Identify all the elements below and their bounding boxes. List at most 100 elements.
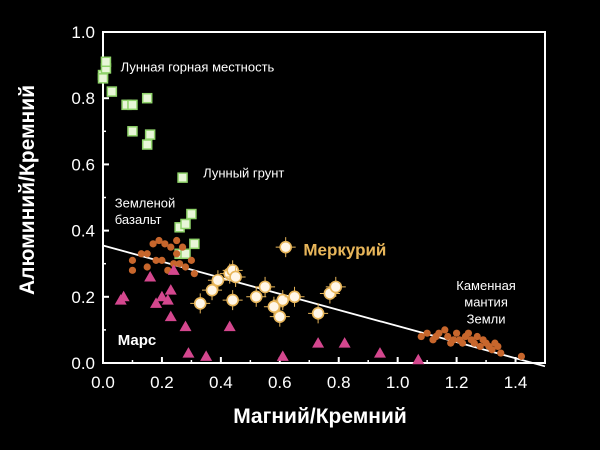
earth-circle-point	[149, 240, 157, 248]
x-tick-label: 0.0	[91, 373, 115, 392]
earth-circle-point	[441, 326, 449, 334]
y-tick-label: 0.2	[71, 288, 95, 307]
earth-circle-point	[170, 260, 178, 268]
earth-circle-point	[128, 256, 137, 264]
earth-circle-point	[473, 332, 481, 341]
earth-circle-point	[453, 329, 461, 337]
mercury-point	[193, 297, 207, 310]
earth-circle-point	[161, 240, 169, 248]
lunar-square-point	[106, 86, 118, 97]
lunar-square-point	[186, 208, 197, 220]
lunar-square-point	[127, 99, 138, 111]
earth-circle-point	[178, 243, 187, 251]
x-tick-label: 1.0	[386, 373, 410, 392]
mars-triangle-point	[179, 320, 192, 332]
mars-triangle-point	[182, 347, 195, 358]
lunar-square-point	[100, 56, 112, 68]
mercury-point	[211, 273, 225, 287]
earth-circle-point	[458, 339, 467, 347]
mars-triangle-point	[161, 294, 174, 305]
annotation-label: Меркурий	[303, 240, 386, 259]
mars-triangle-point	[223, 320, 236, 332]
mars-triangle-point	[144, 270, 157, 282]
earth-circle-point	[181, 263, 190, 271]
lunar-square-point	[144, 129, 156, 140]
earth-circle-point	[152, 256, 160, 264]
mercury-point	[273, 310, 287, 323]
lunar-square-point	[127, 126, 138, 137]
earth-circle-point	[187, 256, 195, 264]
x-tick-label: 0.4	[209, 373, 233, 392]
mercury-point	[226, 293, 239, 307]
earth-circle-point	[155, 236, 163, 245]
y-axis-title-wrap: Алюминий/Кремний	[8, 20, 48, 360]
mars-triangle-point	[200, 350, 213, 361]
x-tick-label: 1.2	[445, 373, 469, 392]
x-tick-label: 0.8	[327, 373, 351, 392]
mercury-point	[329, 280, 343, 294]
annotation-label: Земленой	[115, 195, 176, 210]
earth-circle-point	[173, 250, 181, 258]
earth-circle-point	[173, 236, 181, 245]
mercury-point	[229, 270, 242, 284]
mars-triangle-point	[117, 290, 130, 302]
mars-triangle-point	[276, 350, 289, 361]
earth-circle-point	[476, 342, 484, 351]
earth-circle-point	[470, 339, 478, 347]
x-tick-label: 0.6	[268, 373, 292, 392]
y-tick-label: 0.6	[71, 155, 95, 174]
lunar-square-point	[180, 248, 191, 260]
lunar-square-point	[141, 92, 153, 104]
mars-triangle-point	[312, 337, 325, 348]
mercury-point	[279, 240, 292, 254]
y-tick-label: 0.0	[71, 354, 95, 373]
mercury-point	[249, 290, 263, 304]
x-axis-title: Магний/Кремний	[233, 405, 407, 428]
earth-circle-point	[158, 256, 166, 264]
annotation-label: Каменная	[456, 278, 516, 293]
mars-triangle-point	[373, 347, 386, 358]
x-tick-label: 0.2	[150, 373, 174, 392]
annotation-label: Лунный грунт	[203, 166, 284, 181]
mercury-point	[288, 290, 301, 304]
earth-circle-point	[143, 250, 151, 258]
mars-triangle-point	[155, 290, 168, 302]
mars-triangle-point	[150, 297, 163, 308]
earth-circle-point	[190, 270, 198, 278]
mercury-point	[205, 283, 219, 297]
earth-circle-point	[167, 243, 175, 251]
y-axis-title: Алюминий/Кремний	[16, 84, 39, 296]
earth-circle-point	[432, 332, 440, 341]
mercury-point	[311, 307, 325, 320]
earth-circle-point	[494, 342, 502, 351]
y-tick-label: 0.8	[71, 89, 95, 108]
mars-triangle-point	[164, 310, 177, 322]
earth-circle-point	[423, 329, 431, 337]
mars-triangle-point	[412, 353, 425, 365]
earth-circle-point	[176, 260, 184, 268]
mars-triangle-point	[338, 337, 351, 348]
mars-triangle-point	[164, 284, 177, 295]
lunar-square-point	[177, 172, 188, 183]
earth-circle-point	[517, 352, 526, 360]
earth-circle-point	[464, 329, 472, 337]
earth-circle-point	[417, 332, 425, 341]
mars-triangle-point	[167, 264, 180, 275]
earth-circle-point	[143, 263, 151, 271]
y-tick-label: 1.0	[71, 23, 95, 42]
lunar-square-point	[97, 73, 109, 84]
annotation-label: Марс	[118, 332, 157, 349]
mercury-point	[258, 280, 272, 294]
mercury-point	[276, 293, 290, 307]
annotation-label: базальт	[115, 212, 162, 227]
lunar-square-point	[141, 139, 153, 150]
earth-circle-point	[488, 346, 496, 354]
earth-circle-point	[444, 332, 452, 341]
x-tick-label: 1.4	[504, 373, 528, 392]
lunar-square-point	[189, 238, 200, 250]
earth-circle-point	[128, 266, 137, 274]
earth-circle-point	[497, 349, 505, 357]
earth-circle-point	[137, 250, 145, 258]
earth-circle-point	[450, 336, 458, 344]
